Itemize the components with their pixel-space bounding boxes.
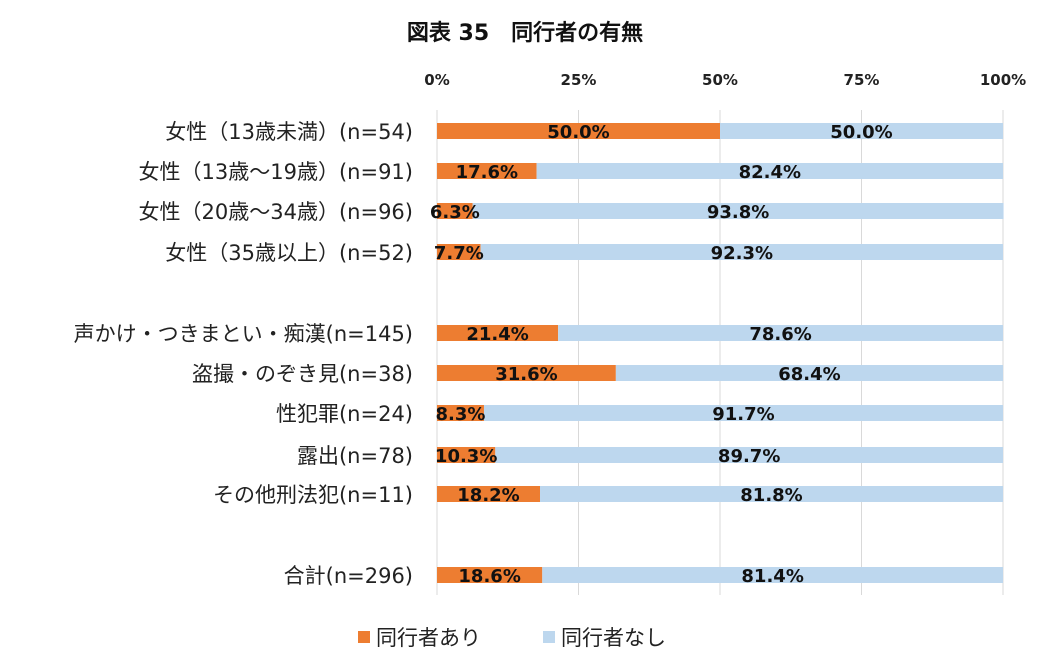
data-label: 18.6% [458, 566, 520, 587]
chart-title: 図表 35 同行者の有無 [407, 20, 643, 46]
data-label: 8.3% [436, 404, 486, 425]
bar-without-companion [483, 405, 1003, 421]
bar-with-companion [437, 486, 541, 502]
bar-without-companion [472, 203, 1004, 219]
legend: 同行者あり 同行者なし [358, 626, 666, 650]
bar-with-companion [437, 123, 720, 139]
legend-swatch [543, 631, 555, 643]
bar-with-companion [437, 405, 484, 421]
data-label: 89.7% [718, 446, 780, 467]
data-label: 82.4% [739, 162, 801, 183]
x-axis-tick-labels: 0% 25% 50% 75% 100% [424, 71, 1026, 89]
legend-swatch [358, 631, 370, 643]
category-label: 盗撮・のぞき見(n=38) [192, 362, 413, 386]
data-label: 6.3% [430, 202, 480, 223]
data-label: 81.4% [741, 566, 803, 587]
bar-with-companion [437, 567, 543, 583]
category-label: 露出(n=78) [297, 444, 413, 468]
bar-without-companion [480, 244, 1003, 260]
legend-label: 同行者あり [376, 626, 481, 650]
data-label: 17.6% [456, 162, 518, 183]
x-tick-label: 100% [980, 71, 1026, 89]
data-labels: 50.0% 50.0% 17.6% 82.4% 6.3% 93.8% 7.7% 92.3% 21… [430, 122, 893, 587]
data-label: 81.8% [740, 485, 802, 506]
gridlines [436, 110, 1004, 595]
bar-without-companion [720, 123, 1003, 139]
bar-with-companion [437, 203, 473, 219]
data-label: 92.3% [711, 243, 773, 264]
category-label: 女性（13歳未満）(n=54) [165, 120, 413, 144]
bar-with-companion [437, 325, 559, 341]
x-tick-label: 25% [561, 71, 597, 89]
category-label: その他刑法犯(n=11) [213, 483, 413, 507]
bar-with-companion [437, 447, 496, 463]
bar-with-companion [437, 365, 616, 381]
data-label: 93.8% [707, 202, 769, 223]
data-label: 91.7% [712, 404, 774, 425]
bar-without-companion [495, 447, 1003, 463]
data-label: 10.3% [435, 446, 497, 467]
bar-series [437, 123, 1004, 583]
bar-with-companion [437, 244, 481, 260]
category-label: 性犯罪(n=24) [276, 402, 413, 426]
category-label: 声かけ・つきまとい・痴漢(n=145) [74, 322, 413, 346]
bar-with-companion [437, 163, 537, 179]
data-label: 50.0% [830, 122, 892, 143]
bar-without-companion [558, 325, 1003, 341]
bar-without-companion [540, 486, 1003, 502]
data-label: 50.0% [547, 122, 609, 143]
x-tick-label: 75% [844, 71, 880, 89]
x-tick-label: 50% [702, 71, 738, 89]
data-label: 31.6% [495, 364, 557, 385]
data-label: 68.4% [778, 364, 840, 385]
category-label: 女性（35歳以上）(n=52) [165, 241, 413, 265]
data-label: 18.2% [457, 485, 519, 506]
bar-without-companion [615, 365, 1003, 381]
bar-without-companion [536, 163, 1003, 179]
bar-without-companion [542, 567, 1003, 583]
category-labels: 女性（13歳未満）(n=54) 女性（13歳～19歳）(n=91) 女性（20歳～3… [74, 120, 413, 588]
data-label: 21.4% [466, 324, 528, 345]
data-label: 78.6% [749, 324, 811, 345]
legend-label: 同行者なし [561, 626, 666, 650]
category-label: 合計(n=296) [284, 564, 413, 588]
data-label: 7.7% [434, 243, 484, 264]
x-tick-label: 0% [424, 71, 449, 89]
category-label: 女性（20歳～34歳）(n=96) [139, 200, 413, 224]
category-label: 女性（13歳～19歳）(n=91) [139, 160, 413, 184]
